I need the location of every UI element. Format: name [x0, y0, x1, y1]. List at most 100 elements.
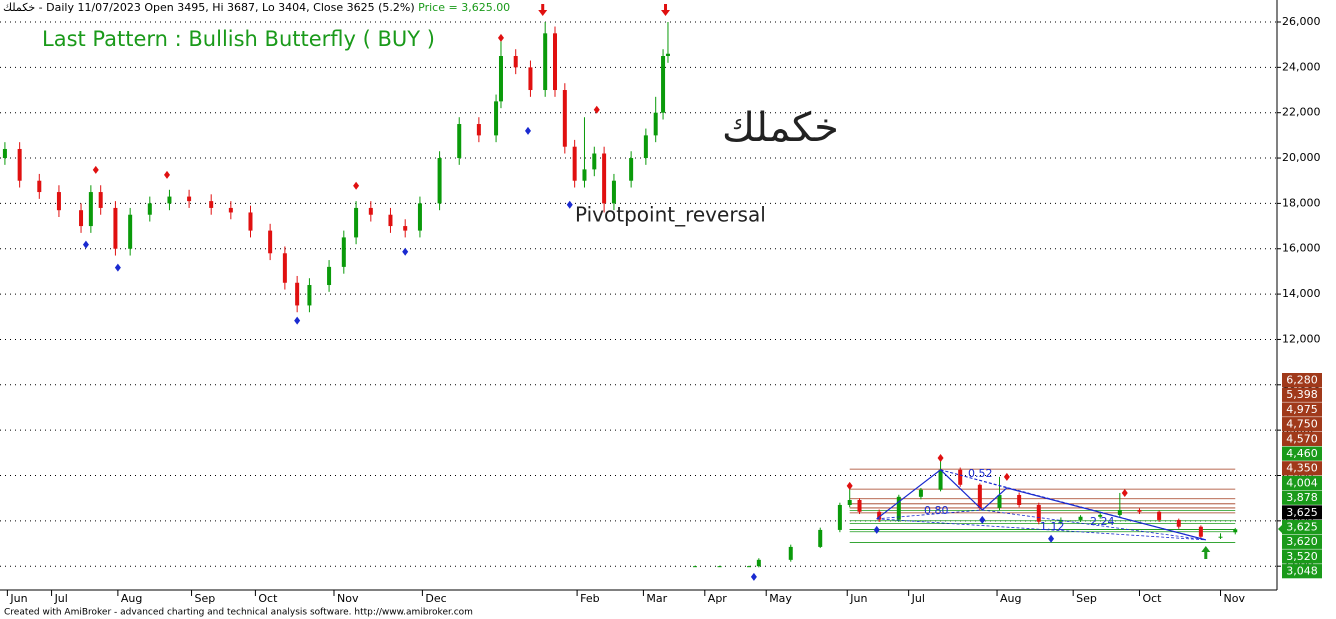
candle-body [307, 285, 312, 306]
candle-body [147, 203, 152, 215]
x-tick-label: Aug [1000, 592, 1021, 605]
candle-body [1157, 511, 1162, 520]
pivot-low [873, 525, 880, 534]
pivot-low [750, 572, 757, 581]
watermark: خكملك [722, 105, 839, 151]
pivot-high [846, 481, 853, 490]
level-box [1282, 431, 1322, 446]
candle-body [368, 207, 373, 215]
x-tick-label: Jun [849, 592, 867, 605]
x-tick-label: Sep [195, 592, 216, 605]
pivot-low [979, 515, 986, 524]
pivot-low [524, 126, 531, 135]
level-label: 6,280 [1286, 374, 1318, 387]
candle-body [494, 101, 499, 136]
level-box [1282, 387, 1322, 402]
candle-body [592, 153, 597, 170]
candle-body [2, 148, 7, 159]
candle-body [653, 112, 658, 136]
candle-body [1117, 509, 1122, 515]
candle-body [1176, 519, 1181, 527]
candle-body [56, 192, 61, 211]
pattern-ratio-line [876, 509, 983, 520]
pivot-high [497, 33, 504, 42]
candle-body [857, 499, 862, 512]
pivot-low [114, 263, 121, 272]
header-price: Price = 3,625.00 [418, 1, 510, 14]
candle-body [661, 56, 666, 113]
x-tick-label: Oct [1142, 592, 1162, 605]
y-tick-label: 22,000 [1282, 106, 1321, 119]
candle-body [37, 180, 42, 193]
pivot-low [402, 247, 409, 256]
candle-body [1233, 529, 1238, 533]
candle-body [572, 146, 577, 181]
level-box [1282, 475, 1322, 491]
candle-body [498, 56, 503, 102]
pivot-high [937, 454, 944, 463]
candle-body [582, 169, 587, 181]
candle-body [1017, 494, 1022, 505]
level-box [1282, 461, 1322, 476]
header-text: خكملك - Daily 11/07/2023 Open 3495, Hi 3… [3, 1, 415, 14]
x-tick-label: Feb [580, 592, 599, 605]
pattern-ratio-line [982, 509, 1206, 541]
candle-body [847, 499, 852, 505]
y-tick-label: 14,000 [1282, 287, 1321, 300]
candle-body [918, 489, 923, 497]
candle-body [354, 207, 359, 238]
candle-body [268, 230, 273, 254]
candle-body [629, 158, 634, 181]
level-box [1282, 520, 1322, 535]
x-tick-label: Oct [258, 592, 278, 605]
candle-body [837, 504, 842, 530]
y-tick-label: 12,000 [1282, 332, 1321, 345]
buy-arrow [1201, 546, 1211, 559]
level-label: 3,625 [1286, 506, 1318, 519]
level-label: 4,004 [1286, 476, 1318, 489]
level-box [1282, 402, 1322, 417]
candle-body [1058, 519, 1063, 522]
pivot-high [353, 181, 360, 190]
candle-body [457, 124, 462, 159]
candle-body [437, 158, 442, 204]
x-tick-label: May [769, 592, 792, 605]
pivot-high [1003, 472, 1010, 481]
candle-body [896, 496, 901, 520]
pivot-high [1121, 488, 1128, 497]
pattern-ratio: 0.52 [968, 467, 993, 480]
pattern-ratio: 1.12 [1040, 520, 1065, 533]
level-label: 3,625 [1286, 521, 1318, 534]
candle-body [327, 266, 332, 286]
candle-body [543, 33, 548, 91]
indicator-label: Pivotpoint_reversal [575, 203, 766, 227]
candle-body [602, 153, 607, 204]
y-tick-label: 26,000 [1282, 15, 1321, 28]
level-box [1282, 446, 1322, 461]
level-label: 4,750 [1286, 418, 1318, 431]
candle-body [187, 196, 192, 202]
candle-body [562, 90, 567, 147]
sell-arrow [538, 4, 548, 16]
candle-body [513, 56, 518, 68]
price-pointer [1278, 524, 1283, 534]
pivot-high [163, 170, 170, 179]
header: خكملك - Daily 11/07/2023 Open 3495, Hi 3… [3, 1, 510, 14]
x-tick-label: Nov [337, 592, 359, 605]
x-tick-label: Aug [121, 592, 142, 605]
level-label: 5,398 [1286, 388, 1318, 401]
y-tick-label: 24,000 [1282, 60, 1321, 73]
candle-body [1198, 526, 1203, 537]
x-tick-label: Nov [1224, 592, 1246, 605]
candle-body [388, 214, 393, 227]
level-box [1282, 534, 1322, 549]
pivot-low [294, 316, 301, 325]
candle-body [788, 546, 793, 560]
sell-arrow [661, 4, 671, 16]
y-tick-label: 20,000 [1282, 151, 1321, 164]
x-tick-label: Sep [1076, 592, 1097, 605]
candle-body [643, 135, 648, 159]
pivot-high [593, 105, 600, 114]
